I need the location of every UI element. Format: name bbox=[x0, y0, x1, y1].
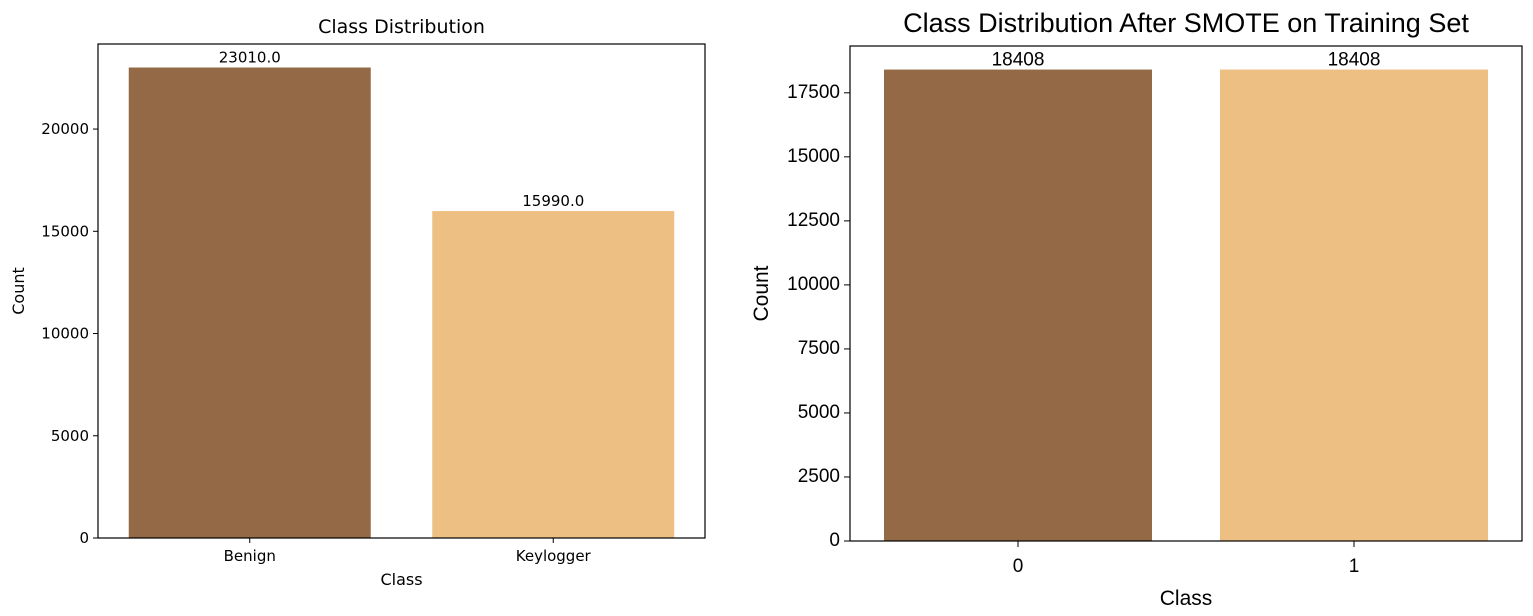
data-label: 23010.0 bbox=[219, 49, 281, 67]
x-tick-label: Benign bbox=[224, 547, 276, 565]
y-tick-label: 10000 bbox=[41, 325, 89, 343]
y-axis-label: Count bbox=[750, 265, 773, 321]
y-tick-label: 7500 bbox=[798, 338, 840, 359]
y-tick-label: 20000 bbox=[41, 120, 89, 138]
bar-keylogger bbox=[432, 211, 675, 538]
y-tick-label: 10000 bbox=[787, 274, 840, 295]
data-label: 18408 bbox=[992, 50, 1045, 71]
data-label: 15990.0 bbox=[522, 192, 584, 210]
chart-title: Class Distribution bbox=[318, 16, 485, 38]
data-label: 18408 bbox=[1328, 50, 1381, 71]
y-tick-label: 15000 bbox=[787, 146, 840, 167]
chart-class-distribution-after-smote: 18408 0 18408 1 0 2500 5000 7500 10000 12500 15000… bbox=[750, 8, 1523, 610]
y-tick-label: 17500 bbox=[787, 82, 840, 103]
x-tick-label: 1 bbox=[1349, 556, 1360, 577]
plot-frame bbox=[97, 43, 706, 539]
y-tick-label: 12500 bbox=[787, 210, 840, 231]
y-tick-label: 0 bbox=[79, 529, 89, 547]
bar-benign bbox=[128, 67, 371, 539]
y-tick-label: 5000 bbox=[51, 427, 89, 445]
y-tick-label: 0 bbox=[829, 530, 840, 551]
y-tick-label: 15000 bbox=[41, 222, 89, 240]
x-tick-label: 0 bbox=[1013, 556, 1024, 577]
x-axis-label: Class bbox=[380, 570, 422, 589]
bar-0 bbox=[884, 69, 1152, 541]
chart-class-distribution: 23010.0 Benign 15990.0 Keylogger 0 5000 10000 1… bbox=[9, 16, 706, 589]
y-tick-label: 5000 bbox=[798, 402, 840, 423]
y-axis-label: Count bbox=[9, 267, 28, 315]
chart-title: Class Distribution After SMOTE on Traini… bbox=[903, 8, 1469, 38]
bar-1 bbox=[1220, 69, 1488, 541]
x-axis-label: Class bbox=[1160, 587, 1213, 610]
x-tick-label: Keylogger bbox=[516, 547, 592, 565]
plot-frame bbox=[849, 45, 1523, 542]
y-tick-label: 2500 bbox=[798, 466, 840, 487]
